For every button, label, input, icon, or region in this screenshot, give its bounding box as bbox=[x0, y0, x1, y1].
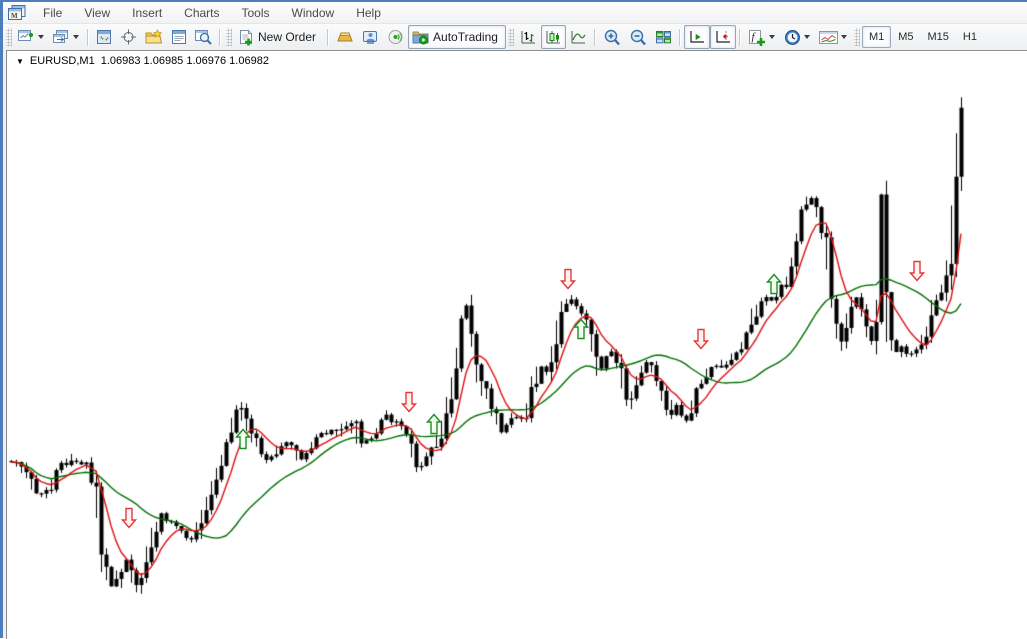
market-watch-icon bbox=[96, 29, 112, 45]
toolbar-grip[interactable] bbox=[854, 28, 860, 46]
toolbar-separator bbox=[594, 29, 596, 46]
toolbar-separator bbox=[87, 29, 89, 46]
deposit-icon bbox=[336, 30, 354, 45]
autotrading-icon bbox=[412, 29, 430, 45]
ohlc-values: 1.06983 1.06985 1.06976 1.06982 bbox=[101, 55, 269, 67]
templates-button[interactable] bbox=[815, 25, 852, 49]
strategy-tester-button[interactable] bbox=[191, 25, 216, 49]
signal-arrow-down[interactable] bbox=[560, 268, 576, 290]
strategy-tester-icon bbox=[195, 29, 212, 45]
data-window-button[interactable] bbox=[167, 25, 191, 49]
menu-item-charts[interactable]: Charts bbox=[173, 4, 230, 22]
data-window-icon bbox=[171, 29, 187, 45]
signal-arrow-up[interactable] bbox=[235, 428, 251, 450]
timeframe-m1-button[interactable]: M1 bbox=[862, 26, 891, 48]
signal-arrow-up[interactable] bbox=[573, 318, 589, 340]
profiles-icon bbox=[53, 29, 70, 45]
signal-arrow-up[interactable] bbox=[766, 273, 782, 295]
signal-arrow-down[interactable] bbox=[121, 507, 137, 529]
dropdown-caret-icon[interactable] bbox=[841, 35, 847, 39]
symbol-dropdown-icon[interactable]: ▼ bbox=[16, 58, 24, 66]
chart-area: ▼ EURUSD,M1 1.06983 1.06985 1.06976 1.06… bbox=[6, 50, 1027, 639]
community-icon bbox=[362, 29, 379, 45]
tile-windows-button[interactable] bbox=[651, 25, 676, 49]
periods-button[interactable] bbox=[780, 25, 815, 49]
community-button[interactable] bbox=[358, 25, 383, 49]
quote-line: ▼ EURUSD,M1 1.06983 1.06985 1.06976 1.06… bbox=[16, 55, 269, 67]
menu-item-insert[interactable]: Insert bbox=[121, 4, 173, 22]
candlestick-icon bbox=[545, 29, 562, 45]
new-order-label: New Order bbox=[255, 30, 320, 44]
menu-item-help[interactable]: Help bbox=[345, 4, 392, 22]
market-watch-button[interactable] bbox=[92, 25, 116, 49]
signal-arrow-down[interactable] bbox=[693, 328, 709, 350]
templates-icon bbox=[819, 30, 838, 45]
autotrading-button[interactable]: AutoTrading bbox=[408, 25, 506, 49]
toolbar-separator bbox=[327, 29, 329, 46]
new-chart-button[interactable] bbox=[14, 25, 49, 49]
timeframe-m5-button[interactable]: M5 bbox=[891, 26, 920, 48]
line-chart-button[interactable] bbox=[566, 25, 591, 49]
zoom-in-icon bbox=[603, 29, 621, 46]
timeframe-m15-button[interactable]: M15 bbox=[921, 26, 956, 48]
menu-item-file[interactable]: File bbox=[32, 4, 73, 22]
dropdown-caret-icon[interactable] bbox=[38, 35, 44, 39]
chart-shift-button[interactable] bbox=[710, 25, 736, 49]
menu-item-view[interactable]: View bbox=[73, 4, 121, 22]
toolbar-grip[interactable] bbox=[508, 28, 514, 46]
timeframe-h1-button[interactable]: H1 bbox=[956, 26, 984, 48]
deposit-button[interactable] bbox=[332, 25, 358, 49]
menu-item-window[interactable]: Window bbox=[281, 4, 346, 22]
autoscroll-button[interactable] bbox=[684, 25, 710, 49]
autotrading-label: AutoTrading bbox=[430, 30, 502, 44]
signals-icon bbox=[387, 29, 404, 45]
toolbar: New Order bbox=[3, 24, 1027, 50]
crosshair-button[interactable] bbox=[116, 25, 141, 49]
periods-icon bbox=[784, 29, 801, 46]
toolbar-grip[interactable] bbox=[226, 28, 232, 46]
indicators-icon: f bbox=[748, 29, 766, 46]
zoom-in-button[interactable] bbox=[599, 25, 625, 49]
signal-arrow-up[interactable] bbox=[426, 413, 442, 435]
signals-button[interactable] bbox=[383, 25, 408, 49]
dropdown-caret-icon[interactable] bbox=[73, 35, 79, 39]
toolbar-separator bbox=[219, 29, 221, 46]
chart-shift-icon bbox=[714, 29, 732, 45]
menu-item-tools[interactable]: Tools bbox=[231, 4, 281, 22]
toolbar-grip[interactable] bbox=[6, 28, 12, 46]
favorites-button[interactable] bbox=[141, 25, 167, 49]
zoom-out-icon bbox=[629, 29, 647, 46]
zoom-out-button[interactable] bbox=[625, 25, 651, 49]
indicators-button[interactable]: f bbox=[744, 25, 780, 49]
dropdown-caret-icon[interactable] bbox=[769, 35, 775, 39]
toolbar-separator bbox=[679, 29, 681, 46]
bar-chart-icon bbox=[520, 29, 537, 45]
signal-arrow-down[interactable] bbox=[401, 391, 417, 413]
bars-chart-button[interactable] bbox=[516, 25, 541, 49]
new-order-button[interactable]: New Order bbox=[234, 25, 324, 49]
app-logo-icon: M bbox=[8, 5, 26, 20]
new-chart-icon bbox=[18, 29, 35, 45]
dropdown-caret-icon[interactable] bbox=[804, 35, 810, 39]
new-order-icon bbox=[238, 29, 255, 46]
tile-windows-icon bbox=[655, 29, 672, 45]
menu-bar: M File View Insert Charts Tools Window H… bbox=[3, 2, 1027, 24]
autoscroll-icon bbox=[688, 29, 706, 45]
price-chart[interactable] bbox=[7, 51, 1027, 639]
crosshair-icon bbox=[120, 29, 137, 45]
svg-text:M: M bbox=[11, 12, 18, 20]
signal-arrow-down[interactable] bbox=[909, 260, 925, 282]
candles-chart-button[interactable] bbox=[541, 25, 566, 49]
favorites-icon bbox=[145, 29, 163, 45]
profiles-button[interactable] bbox=[49, 25, 84, 49]
symbol-period-label: EURUSD,M1 bbox=[30, 55, 95, 67]
line-chart-icon bbox=[570, 29, 587, 45]
toolbar-separator bbox=[739, 29, 741, 46]
